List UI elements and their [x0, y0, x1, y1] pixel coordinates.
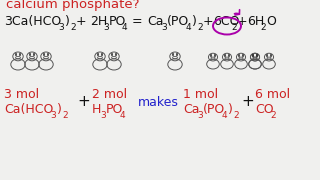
- Text: 1 mol: 1 mol: [183, 88, 218, 101]
- Text: +: +: [77, 94, 90, 109]
- Text: 3Ca(HCO: 3Ca(HCO: [4, 15, 61, 28]
- Text: 2: 2: [231, 23, 236, 32]
- Text: calcium phosphate?: calcium phosphate?: [6, 0, 140, 11]
- Text: (PO: (PO: [203, 103, 225, 116]
- Text: 4: 4: [122, 23, 128, 32]
- Text: +: +: [76, 15, 87, 28]
- Text: 6 mol: 6 mol: [255, 88, 290, 101]
- Text: 2: 2: [70, 23, 76, 32]
- Text: 3: 3: [161, 23, 167, 32]
- Text: 2H: 2H: [90, 15, 107, 28]
- Text: 6CO: 6CO: [213, 15, 239, 28]
- Text: (PO: (PO: [167, 15, 189, 28]
- Text: 6H: 6H: [247, 15, 264, 28]
- Text: 2: 2: [62, 111, 68, 120]
- Text: ): ): [228, 103, 233, 116]
- Text: 3: 3: [103, 23, 109, 32]
- Text: ): ): [65, 15, 70, 28]
- Text: 3: 3: [100, 111, 106, 120]
- Text: +: +: [237, 15, 248, 28]
- Text: 3: 3: [50, 111, 56, 120]
- Text: 2: 2: [260, 23, 266, 32]
- Text: PO: PO: [106, 103, 124, 116]
- Text: makes: makes: [138, 96, 179, 109]
- Text: +: +: [241, 94, 254, 109]
- Text: 2: 2: [233, 111, 239, 120]
- Text: CO: CO: [255, 103, 274, 116]
- Text: =: =: [132, 15, 143, 28]
- Text: 3: 3: [197, 111, 203, 120]
- Text: 4: 4: [120, 111, 126, 120]
- Text: 3: 3: [58, 23, 64, 32]
- Text: 4: 4: [186, 23, 192, 32]
- Text: Ca: Ca: [147, 15, 164, 28]
- Text: 2: 2: [270, 111, 276, 120]
- Text: 3 mol: 3 mol: [4, 88, 39, 101]
- Text: PO: PO: [109, 15, 126, 28]
- Text: ): ): [57, 103, 62, 116]
- Text: ): ): [192, 15, 197, 28]
- Text: 4: 4: [222, 111, 228, 120]
- Text: O: O: [266, 15, 276, 28]
- Text: H: H: [92, 103, 101, 116]
- Text: 2 mol: 2 mol: [92, 88, 127, 101]
- Text: Ca: Ca: [183, 103, 199, 116]
- Text: +: +: [203, 15, 214, 28]
- Text: 2: 2: [197, 23, 203, 32]
- Text: Ca(HCO: Ca(HCO: [4, 103, 53, 116]
